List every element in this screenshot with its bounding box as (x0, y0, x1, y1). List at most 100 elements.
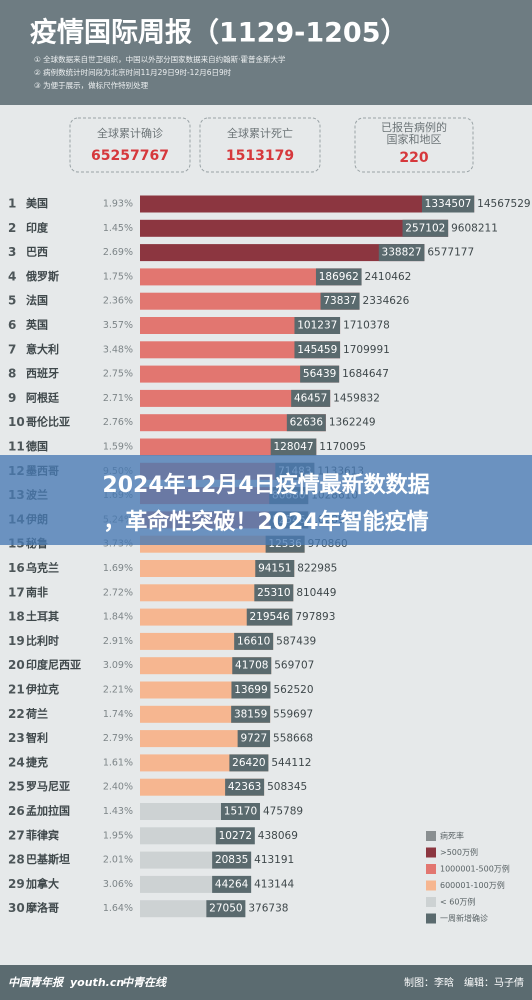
new-cases-box (421, 195, 475, 213)
header-band (0, 0, 532, 105)
summary-label: 国家和地区 (387, 132, 442, 146)
rank: 25 (8, 780, 25, 794)
country: 荷兰 (25, 706, 48, 720)
rank: 24 (8, 755, 25, 769)
summary-value: 1513179 (226, 148, 294, 164)
bar (140, 244, 425, 262)
total-cases-label: 1362249 (329, 417, 376, 429)
country: 德国 (25, 439, 48, 453)
new-cases-box (232, 657, 272, 675)
new-cases-box (291, 389, 331, 407)
new-cases-label: 1334507 (425, 198, 472, 210)
death-rate: 3.48% (103, 344, 133, 355)
new-cases-box (220, 803, 260, 820)
new-cases-box (206, 900, 246, 918)
death-rate: 2.76% (103, 417, 133, 428)
total-cases-label: 2334626 (363, 295, 410, 307)
total-cases-label: 475789 (263, 806, 303, 818)
footer-band (0, 965, 532, 1000)
new-cases-label: 44264 (215, 878, 249, 890)
total-cases-label: 810449 (296, 587, 336, 599)
summary-box (199, 117, 321, 173)
death-rate: 2.69% (103, 247, 133, 258)
summary-box (354, 117, 474, 173)
footer-credits: 制图：李晗 编辑：马子倩 (404, 976, 524, 989)
new-cases-box (320, 292, 360, 310)
country: 西班牙 (26, 366, 59, 380)
new-cases-label: 128047 (273, 441, 313, 453)
new-cases-label: 26420 (232, 757, 265, 769)
total-cases-label: 558668 (273, 733, 313, 745)
bar (140, 317, 341, 334)
footer-logo: 中青在线 (122, 976, 168, 989)
death-rate: 3.57% (103, 320, 133, 331)
country: 孟加拉国 (26, 804, 70, 818)
death-rate: 1.61% (103, 757, 133, 768)
rank: 11 (8, 440, 25, 454)
total-cases-label: 822985 (297, 563, 337, 575)
new-cases-box (315, 268, 362, 286)
country: 南非 (26, 585, 48, 599)
new-cases-label: 16610 (237, 635, 270, 647)
total-cases-label: 569707 (274, 660, 314, 672)
rank: 22 (8, 707, 25, 721)
death-rate: 2.91% (103, 636, 133, 647)
summary-value: 65257767 (91, 148, 169, 164)
new-cases-label: 145459 (297, 344, 337, 356)
new-cases-box (237, 730, 271, 748)
country: 印度 (26, 220, 49, 234)
country: 意大利 (26, 342, 59, 356)
bar (140, 268, 362, 286)
total-cases-label: 1170095 (319, 441, 366, 453)
summary-label: 已报告病例的 (381, 120, 447, 134)
note: ② 病例数统计时间段为北京时间11月29日9时-12月6日9时 (34, 67, 232, 77)
new-cases-box (231, 705, 271, 723)
legend-label: 1000001-500万例 (440, 864, 510, 874)
legend-label: 病死率 (440, 831, 464, 841)
death-rate: 2.71% (103, 393, 133, 404)
death-rate: 3.06% (103, 879, 133, 890)
total-cases-label: 14567529 (477, 198, 530, 210)
death-rate: 2.72% (103, 587, 133, 598)
total-cases-label: 438069 (258, 830, 298, 842)
rank: 19 (8, 634, 25, 648)
rank: 30 (8, 901, 25, 915)
country: 比利时 (26, 633, 59, 647)
bar (140, 730, 271, 748)
rank: 29 (8, 877, 25, 891)
rank: 3 (8, 245, 16, 259)
bar (140, 389, 331, 407)
rank: 18 (8, 610, 25, 624)
new-cases-label: 73837 (323, 295, 356, 307)
death-rate: 2.01% (103, 855, 133, 866)
country: 阿根廷 (26, 390, 60, 404)
new-cases-label: 94151 (258, 563, 291, 575)
total-cases-label: 587439 (276, 635, 316, 647)
new-cases-label: 101237 (297, 320, 337, 332)
note: ③ 为便于展示，做标尺作特别处理 (34, 80, 149, 90)
legend-label: < 60万例 (440, 897, 475, 907)
new-cases-label: 10272 (219, 830, 252, 842)
new-cases-label: 42363 (228, 781, 261, 793)
rank: 5 (8, 294, 16, 308)
new-cases-label: 257102 (405, 222, 445, 234)
death-rate: 1.95% (103, 830, 133, 841)
country: 智利 (26, 731, 48, 745)
new-cases-label: 41708 (235, 660, 268, 672)
new-cases-box (246, 608, 293, 626)
legend-swatch (426, 847, 436, 858)
bar (140, 414, 326, 432)
new-cases-box (234, 632, 274, 650)
rank: 21 (8, 683, 25, 697)
death-rate: 1.74% (103, 709, 133, 720)
new-cases-label: 20835 (215, 854, 248, 866)
legend-swatch (426, 897, 436, 907)
country: 加拿大 (25, 876, 59, 890)
death-rate: 1.84% (103, 612, 133, 623)
death-rate: 3.09% (103, 660, 133, 671)
overlay-text: 2024年12月4日疫情最新数数据 (102, 472, 429, 498)
death-rate: 2.75% (103, 369, 133, 380)
summary-label: 全球累计确诊 (97, 126, 163, 140)
country: 哥伦比亚 (26, 415, 70, 429)
